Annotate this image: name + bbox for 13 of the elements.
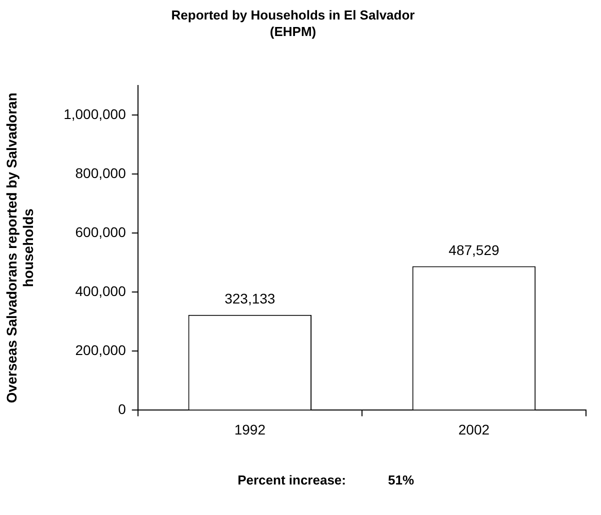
data-label: 487,529 [448, 242, 500, 258]
y-tick-label: 1,000,000 [64, 106, 126, 122]
text: Percent increase: 51% [238, 472, 414, 488]
y-tick-label: 0 [118, 401, 126, 418]
y-axis-title: Overseas Salvadorans reported by Salvadoran households [3, 92, 36, 404]
y-tick-label: 600,000 [75, 224, 126, 240]
y-tick-label: 200,000 [75, 342, 126, 358]
y-tick-label: 800,000 [75, 164, 126, 181]
x-tick-label: 2002 [458, 421, 490, 438]
data-label: 323,133 [224, 290, 276, 307]
chart-title: Reported by Households in El Salvador (EHPM) [171, 8, 415, 39]
y-tick-label: 400,000 [75, 282, 126, 299]
x-tick-label: 1992 [234, 421, 266, 438]
